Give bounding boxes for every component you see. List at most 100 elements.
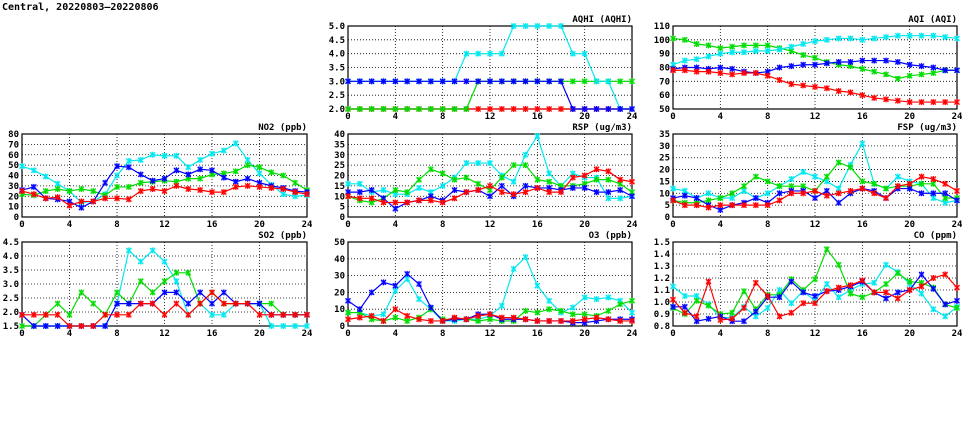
- data-point-red: [741, 202, 747, 209]
- data-point-red: [42, 311, 49, 318]
- data-point-green: [463, 106, 470, 112]
- data-point-blue: [209, 167, 215, 174]
- data-point-cyan: [510, 265, 517, 272]
- data-point-green: [729, 43, 736, 50]
- data-point-cyan: [581, 294, 588, 301]
- data-point-red: [847, 89, 854, 96]
- data-point-cyan: [546, 170, 553, 177]
- data-point-cyan: [670, 185, 676, 192]
- data-point-cyan: [498, 50, 505, 57]
- data-point-red: [78, 198, 85, 205]
- data-point-red: [268, 184, 275, 191]
- data-point-red: [906, 287, 913, 293]
- y-tick-label: 90: [659, 50, 670, 60]
- data-point-green: [717, 195, 724, 202]
- x-tick-label: 4: [67, 220, 73, 230]
- data-point-blue: [629, 193, 635, 200]
- data-point-red: [498, 189, 505, 196]
- data-point-blue: [752, 308, 759, 315]
- data-point-red: [125, 311, 132, 318]
- data-point-red: [835, 88, 842, 95]
- data-point-cyan: [847, 35, 854, 42]
- data-point-blue: [581, 184, 588, 191]
- data-point-blue: [581, 106, 588, 112]
- y-tick-label: 10: [334, 192, 345, 202]
- data-point-green: [498, 174, 505, 181]
- data-point-cyan: [125, 247, 132, 254]
- data-point-blue: [380, 279, 387, 286]
- data-point-red: [693, 313, 700, 320]
- data-point-red: [629, 317, 635, 324]
- data-point-cyan: [416, 184, 422, 191]
- data-point-cyan: [705, 53, 712, 60]
- data-point-blue: [871, 57, 878, 64]
- data-point-red: [280, 311, 287, 318]
- data-point-cyan: [717, 50, 724, 57]
- data-point-red: [752, 202, 759, 209]
- data-point-cyan: [268, 323, 275, 329]
- data-point-cyan: [835, 294, 842, 301]
- data-point-red: [475, 187, 482, 194]
- data-point-blue: [954, 197, 960, 204]
- data-point-red: [380, 199, 387, 206]
- data-point-green: [161, 278, 168, 285]
- data-point-red: [558, 106, 564, 112]
- data-point-cyan: [918, 32, 925, 39]
- data-point-cyan: [54, 180, 61, 187]
- data-point-blue: [161, 175, 168, 182]
- data-point-green: [593, 176, 600, 183]
- data-point-green: [392, 314, 399, 321]
- data-point-blue: [30, 183, 37, 190]
- data-point-cyan: [764, 190, 771, 197]
- data-point-red: [90, 323, 97, 329]
- x-tick-label: 8: [440, 112, 445, 122]
- x-tick-label: 16: [857, 329, 868, 339]
- data-point-cyan: [823, 281, 830, 287]
- data-point-blue: [812, 195, 818, 202]
- data-point-red: [345, 193, 351, 200]
- data-point-green: [752, 42, 759, 49]
- data-point-blue: [835, 199, 842, 206]
- data-point-green: [705, 42, 712, 49]
- data-point-blue: [954, 67, 960, 74]
- data-point-blue: [475, 78, 482, 85]
- data-point-green: [522, 307, 529, 314]
- data-point-green: [439, 170, 446, 177]
- data-point-blue: [185, 171, 192, 178]
- data-point-red: [197, 187, 204, 194]
- x-tick-label: 16: [532, 220, 543, 230]
- data-point-red: [280, 185, 287, 192]
- data-point-blue: [788, 278, 795, 285]
- data-point-cyan: [741, 49, 747, 56]
- data-point-red: [161, 188, 168, 195]
- data-point-red: [114, 311, 120, 318]
- x-tick-label: 12: [810, 112, 821, 122]
- data-point-blue: [197, 166, 204, 173]
- data-point-red: [930, 275, 937, 281]
- data-point-cyan: [522, 23, 529, 29]
- x-tick-label: 16: [207, 329, 218, 339]
- data-point-green: [439, 106, 446, 112]
- data-point-cyan: [764, 305, 771, 311]
- x-tick-label: 24: [627, 220, 638, 230]
- data-point-cyan: [522, 254, 529, 261]
- x-tick-label: 0: [670, 329, 675, 339]
- x-tick-label: 20: [579, 112, 590, 122]
- data-point-green: [693, 40, 700, 47]
- data-point-green: [392, 187, 399, 194]
- data-point-blue: [54, 323, 61, 329]
- x-tick-label: 0: [19, 220, 24, 230]
- data-point-green: [54, 300, 61, 307]
- y-tick-label: 30: [8, 182, 19, 192]
- x-tick-label: 8: [765, 329, 770, 339]
- data-point-cyan: [752, 47, 759, 54]
- y-tick-label: 80: [8, 130, 19, 140]
- data-point-blue: [220, 289, 227, 296]
- y-tick-label: 50: [334, 238, 345, 248]
- data-point-cyan: [788, 43, 795, 50]
- data-point-red: [137, 300, 144, 307]
- x-tick-label: 4: [718, 329, 724, 339]
- plot-frame: [672, 133, 958, 218]
